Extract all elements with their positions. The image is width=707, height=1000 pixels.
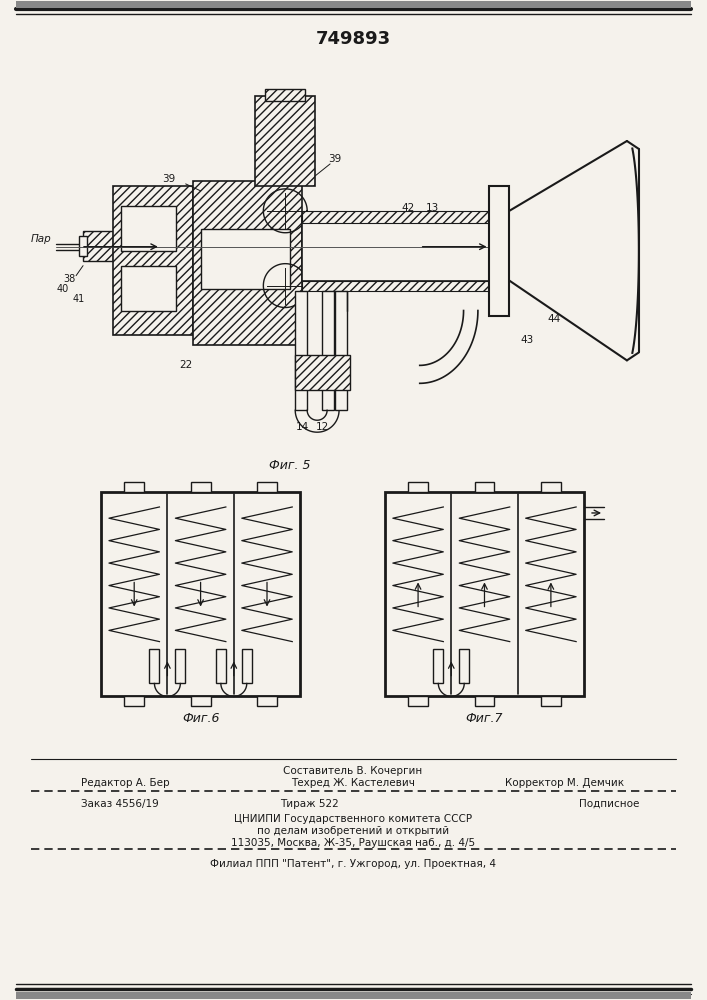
Bar — [474, 482, 494, 492]
Bar — [474, 696, 494, 706]
Bar — [302, 211, 501, 223]
Bar — [489, 186, 509, 316]
Text: Фиг.6: Фиг.6 — [182, 712, 219, 725]
Bar — [302, 281, 501, 291]
Text: 40: 40 — [57, 284, 69, 294]
Bar — [16, 1, 691, 8]
Bar — [265, 89, 305, 101]
Text: Филиал ППП "Патент", г. Ужгород, ул. Проектная, 4: Филиал ППП "Патент", г. Ужгород, ул. Про… — [210, 859, 496, 869]
Text: 42: 42 — [401, 203, 414, 213]
Bar — [121, 206, 176, 251]
Bar — [296, 291, 307, 410]
Bar — [541, 696, 561, 706]
Bar — [216, 649, 226, 683]
Bar — [175, 649, 185, 683]
Bar — [302, 216, 501, 281]
Text: 39: 39 — [329, 154, 341, 164]
Bar — [16, 992, 691, 999]
Bar — [541, 482, 561, 492]
Bar — [257, 482, 277, 492]
Bar — [124, 696, 144, 706]
Bar — [408, 696, 428, 706]
Bar — [257, 696, 277, 706]
Bar — [191, 696, 211, 706]
Text: 44: 44 — [548, 314, 561, 324]
Bar — [191, 482, 211, 492]
Text: Тираж 522: Тираж 522 — [280, 799, 339, 809]
Bar — [433, 649, 443, 683]
Text: Корректор М. Демчик: Корректор М. Демчик — [505, 778, 624, 788]
Text: 41: 41 — [73, 294, 86, 304]
Bar — [335, 291, 347, 410]
Text: 12: 12 — [315, 422, 329, 432]
Text: Фиг. 5: Фиг. 5 — [269, 459, 311, 472]
Bar — [201, 229, 291, 289]
Bar — [385, 492, 584, 696]
Text: Редактор А. Бер: Редактор А. Бер — [81, 778, 170, 788]
Bar — [192, 181, 302, 345]
Text: Подписное: Подписное — [579, 799, 640, 809]
Text: 39: 39 — [162, 174, 175, 184]
Bar — [121, 266, 176, 311]
Text: Техред Ж. Кастелевич: Техред Ж. Кастелевич — [291, 778, 415, 788]
Text: 13: 13 — [426, 203, 439, 213]
Text: Составитель В. Кочергин: Составитель В. Кочергин — [284, 766, 423, 776]
Bar — [408, 482, 428, 492]
Text: 38: 38 — [63, 274, 75, 284]
Bar — [460, 649, 469, 683]
Bar — [79, 236, 87, 256]
Bar — [296, 355, 350, 390]
Text: Пар: Пар — [31, 234, 52, 244]
Text: ЦНИИПИ Государственного комитета СССР: ЦНИИПИ Государственного комитета СССР — [234, 814, 472, 824]
Bar — [101, 492, 300, 696]
Text: 43: 43 — [520, 335, 534, 345]
Bar — [83, 231, 113, 261]
Bar — [124, 482, 144, 492]
Text: по делам изобретений и открытий: по делам изобретений и открытий — [257, 826, 449, 836]
Text: 14: 14 — [296, 422, 309, 432]
Bar — [242, 649, 252, 683]
Bar — [113, 186, 192, 335]
Bar — [255, 96, 315, 186]
Text: 22: 22 — [179, 360, 192, 370]
Text: Заказ 4556/19: Заказ 4556/19 — [81, 799, 159, 809]
Text: 749893: 749893 — [315, 30, 390, 48]
Bar — [322, 291, 334, 410]
Bar — [149, 649, 160, 683]
Text: 113035, Москва, Ж-35, Раушская наб., д. 4/5: 113035, Москва, Ж-35, Раушская наб., д. … — [231, 838, 475, 848]
Text: Фиг.7: Фиг.7 — [466, 712, 503, 725]
